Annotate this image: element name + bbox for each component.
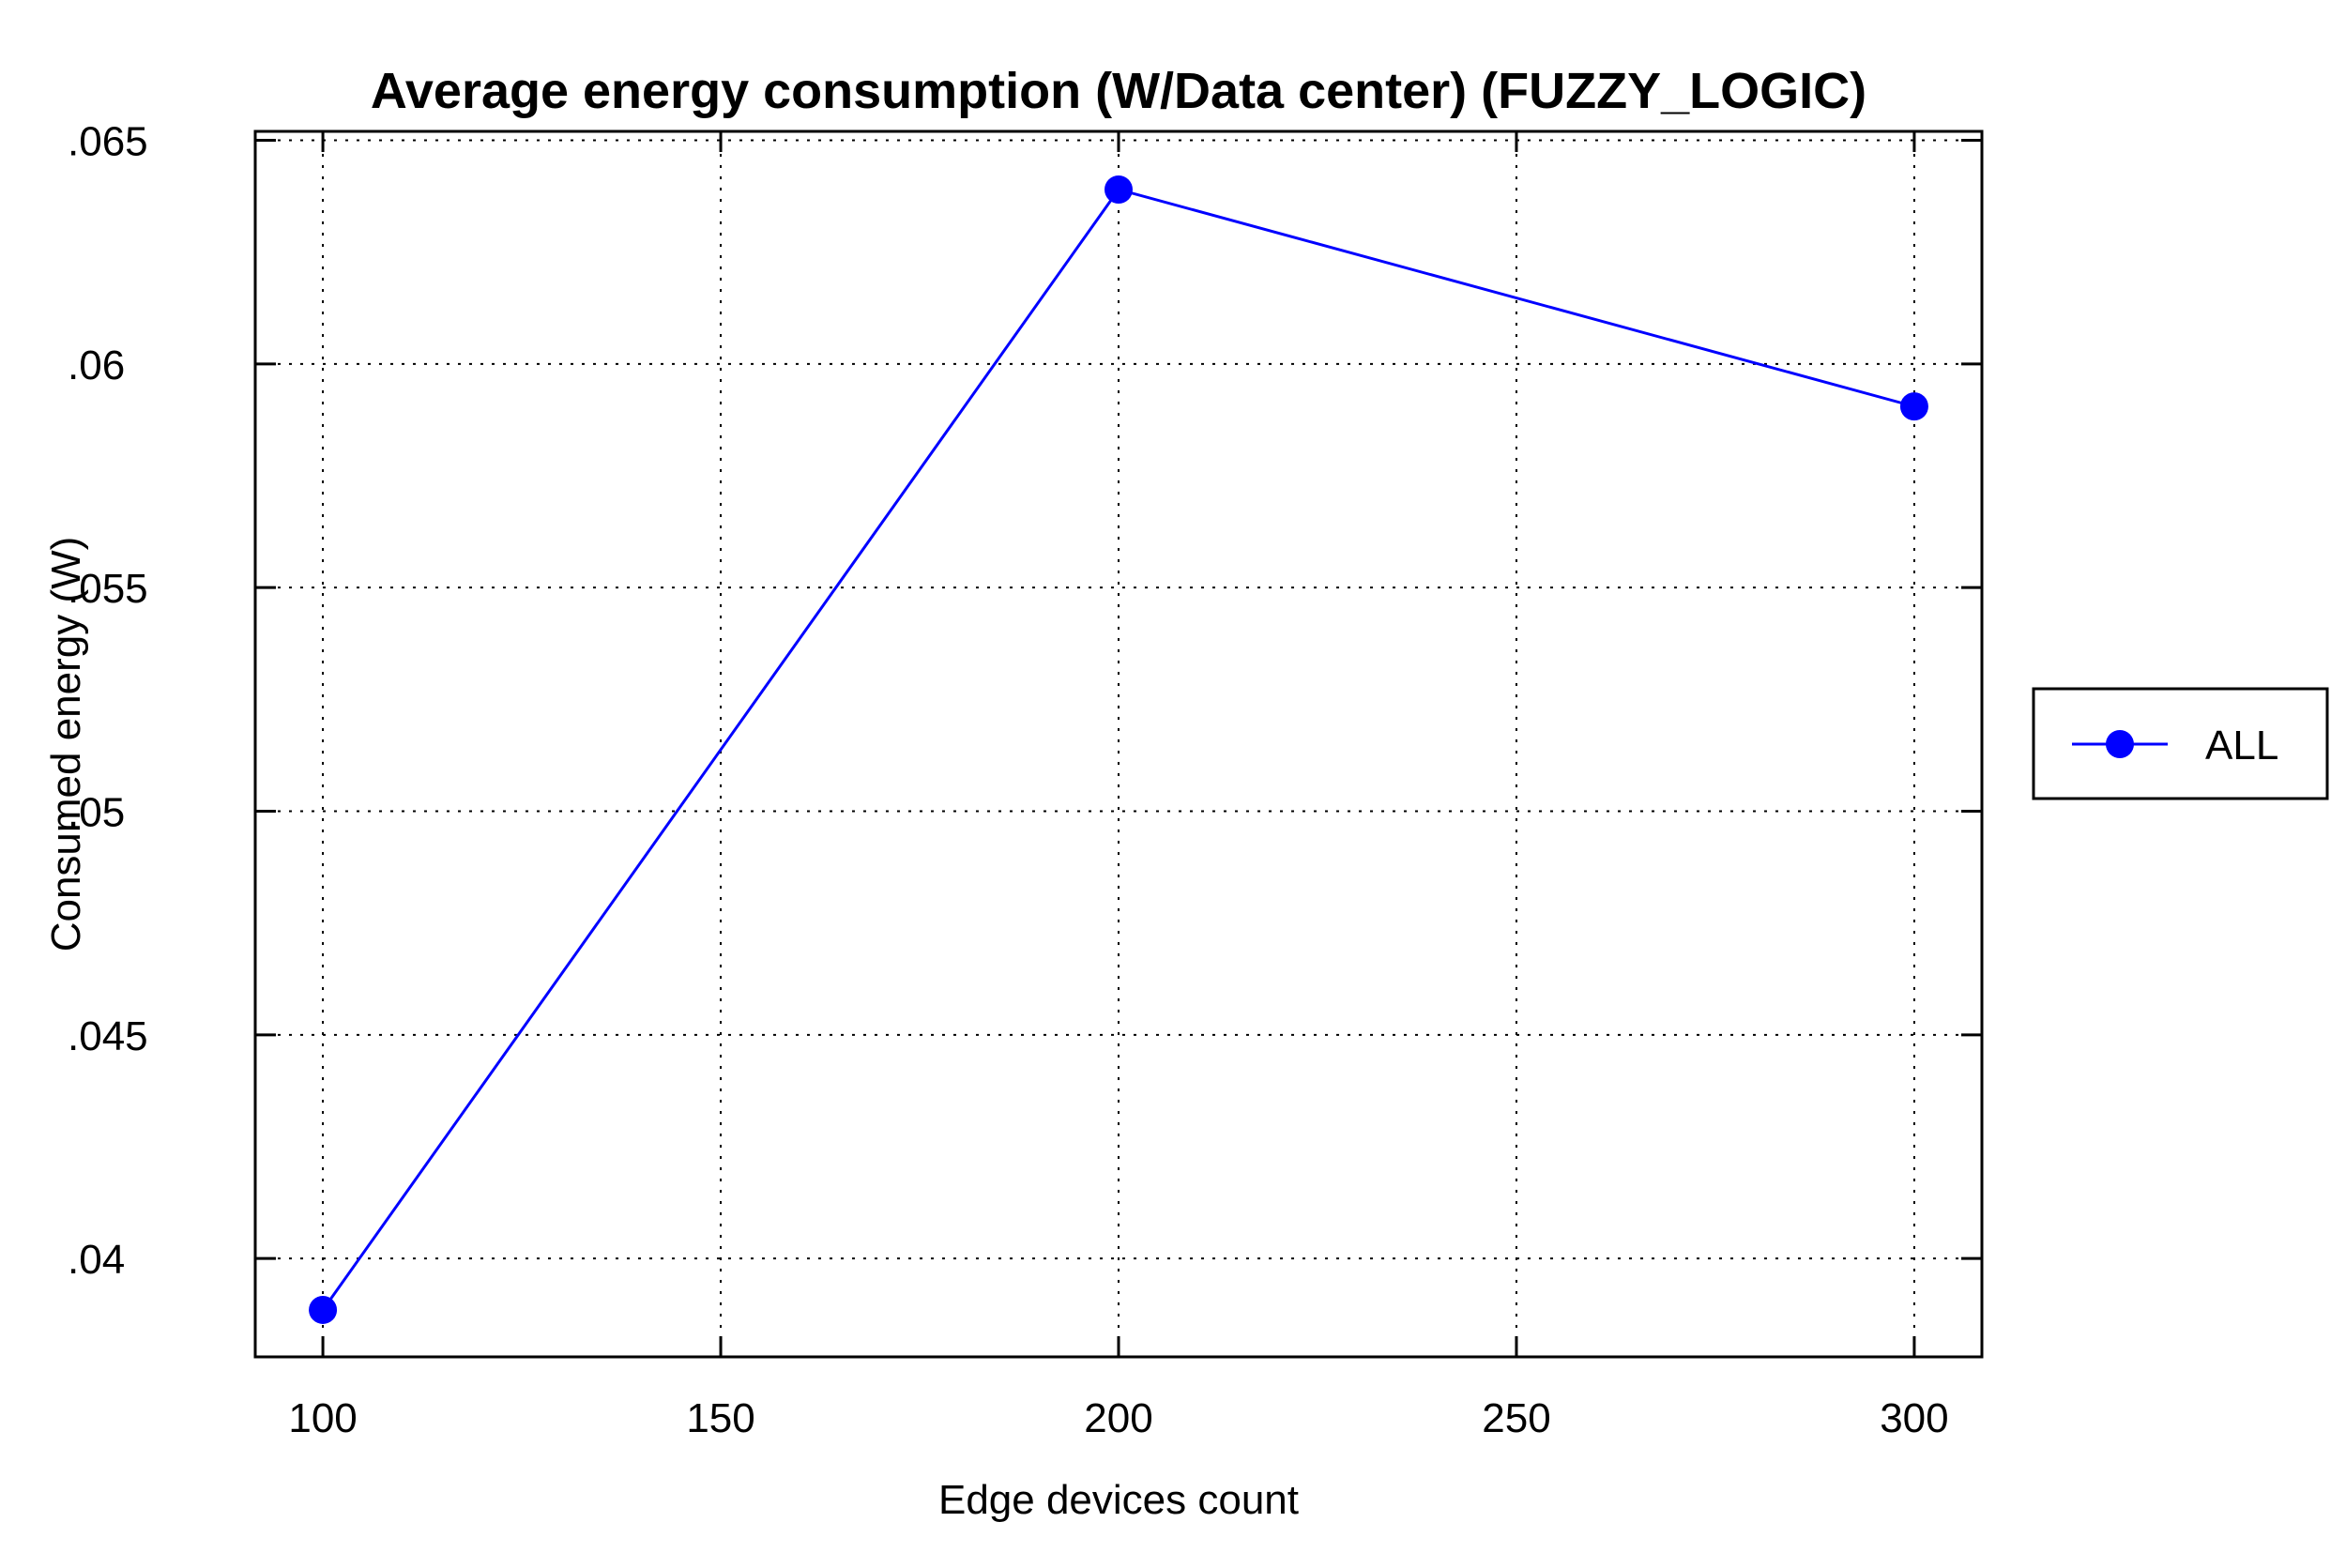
data-point (1104, 175, 1133, 204)
y-tick-label: .06 (68, 343, 125, 388)
x-axis-label: Edge devices count (938, 1477, 1299, 1523)
y-tick-label: .055 (68, 566, 148, 612)
series-layer (309, 175, 1928, 1324)
legend-label-all: ALL (2205, 723, 2278, 769)
axis-ticks: 100 150 200 250 300 .04 .045 .05 .055 .06 .065 (68, 119, 1982, 1441)
legend-marker (2106, 730, 2134, 758)
y-tick-label: .05 (68, 789, 125, 835)
y-tick-label: .04 (68, 1237, 125, 1283)
chart-title: Average energy consumption (W/Data cente… (371, 63, 1866, 119)
y-tick-label: .045 (68, 1013, 148, 1059)
grid (255, 131, 1982, 1357)
legend: ALL (2032, 687, 2329, 800)
x-tick-label: 250 (1482, 1395, 1550, 1441)
data-point (309, 1295, 338, 1324)
x-tick-label: 150 (686, 1395, 754, 1441)
x-tick-label: 300 (1880, 1395, 1948, 1441)
y-axis-label: Consumed energy (W) (43, 537, 89, 952)
plot-frame (253, 129, 1984, 1359)
x-tick-label: 100 (288, 1395, 357, 1441)
y-tick-label: .065 (68, 119, 148, 165)
data-point (1899, 392, 1928, 421)
x-tick-label: 200 (1084, 1395, 1152, 1441)
